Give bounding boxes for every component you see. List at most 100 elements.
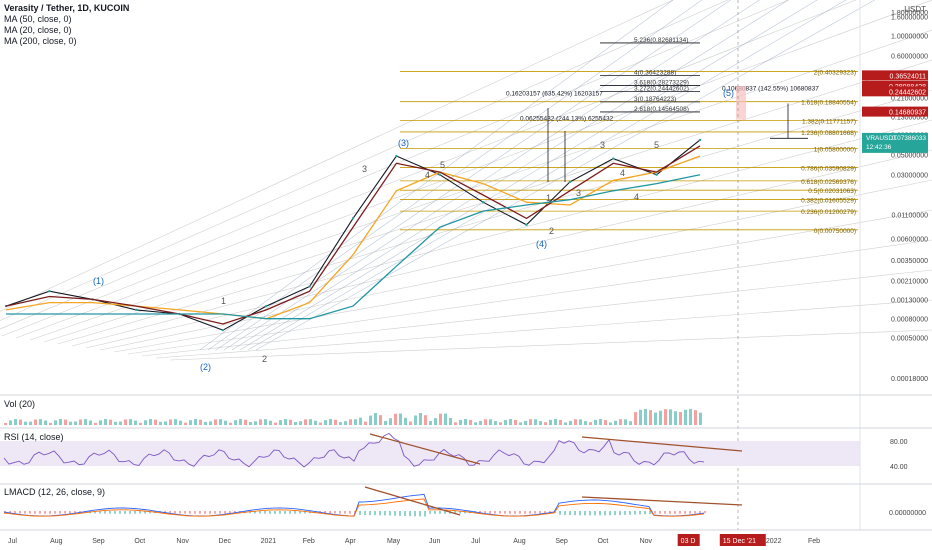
volume-bar (94, 422, 97, 425)
macd-hist-bar (414, 511, 416, 517)
price-axis-label: 0.00080000 (891, 317, 928, 324)
macd-hist-bar (364, 511, 366, 516)
fib-ext-label: 3(0.18764223) (634, 96, 676, 103)
volume-bar (489, 419, 492, 425)
volume-bar (444, 413, 447, 425)
macd-hist-bar (659, 511, 661, 514)
volume-bar (79, 419, 82, 425)
fib-level-label: 2(0.40329323) (814, 69, 856, 76)
time-axis-label: Aug (50, 538, 63, 545)
fib-level-label: 0.5(0.02031063) (808, 188, 856, 195)
volume-bar (469, 419, 472, 425)
fan-line (0, 0, 790, 330)
macd-hist-bar (389, 511, 391, 516)
macd-hist-bar (574, 511, 576, 516)
fib-ext-label: 3.272(0.24442602) (634, 85, 689, 92)
time-tag-box (719, 534, 766, 546)
macd-hist-bar (619, 511, 621, 516)
volume-bar (149, 419, 152, 425)
wave-label: 3 (362, 164, 367, 174)
macd-hist-bar (44, 511, 46, 514)
volume-bar (64, 419, 67, 425)
fan-line (43, 59, 932, 343)
volume-bar (69, 421, 72, 425)
volume-bar (354, 419, 357, 425)
volume-bar (409, 421, 412, 425)
time-axis-label: Sep (555, 538, 568, 545)
fib-level-label: 1.236(0.08801668) (801, 130, 856, 137)
fib-level-label: 0.382(0.01605529) (801, 198, 856, 205)
macd-hist-bar (99, 511, 101, 514)
fib-level-label: 1.618(0.18840554) (801, 100, 856, 107)
macd-hist-bar (599, 511, 601, 516)
macd-hist-bar (129, 511, 131, 514)
volume-bar (204, 421, 207, 425)
volume-bar (694, 410, 697, 425)
volume-bar (74, 421, 77, 425)
price-point (265, 304, 268, 308)
volume-bar (274, 422, 277, 425)
volume-bar (289, 419, 292, 425)
volume-bar (389, 418, 392, 425)
fib-ext-label: 2.618(0.14564508) (634, 106, 689, 113)
volume-bar (479, 420, 482, 425)
volume-bar (629, 421, 632, 425)
volume-bar (464, 419, 467, 425)
macd-hist-bar (394, 511, 396, 516)
volume-bar (99, 420, 102, 425)
volume-bar (304, 419, 307, 425)
price-axis-label: 0.01100000 (892, 213, 929, 220)
macd-hist-bar (369, 511, 371, 516)
macd-hist-bar (444, 511, 446, 514)
price-point (568, 180, 572, 184)
macd-hist-bar (604, 511, 606, 516)
volume-bar (89, 420, 92, 425)
macd-hist-bar (269, 511, 271, 514)
price-axis-label: 0.00600000 (891, 237, 928, 244)
fib-extension: 5.236(0.82681134) 4(0.36423288) 3.618(0.28… (506, 0, 819, 530)
macd-hist-bar (374, 511, 376, 516)
macd-trendline (364, 486, 461, 516)
projection-box (736, 85, 746, 120)
macd-hist-bar (314, 511, 316, 514)
volume-bar (529, 419, 532, 425)
macd-hist-bar (304, 511, 306, 514)
price-pane[interactable] (4, 138, 702, 332)
price-tag-box (862, 70, 928, 81)
chart-legend: Verasity / Tether, 1D, KUCOIN MA (50, cl… (4, 3, 129, 47)
macd-hist-bar (124, 511, 126, 514)
wave-label: 1 (221, 296, 226, 306)
volume-bar (549, 419, 552, 425)
macd-hist-bar (349, 511, 351, 514)
volume-bar (569, 420, 572, 425)
macd-hist-bar (339, 511, 341, 514)
macd-hist-bar (69, 511, 71, 514)
volume-bar (209, 421, 212, 425)
macd-hist-bar (544, 511, 546, 514)
macd-hist-bar (499, 511, 501, 514)
volume-bar (399, 413, 402, 425)
price-point (655, 173, 658, 176)
price-point (351, 217, 355, 220)
macd-hist-bar (114, 511, 116, 514)
fib-level-label: 1(0.05800000) (814, 147, 856, 154)
fib-level-label: 0.236(0.01200279) (801, 209, 856, 216)
volume-bar (634, 412, 637, 425)
price-axis-label: 1.80000000 (891, 10, 928, 17)
macd-hist-bar (674, 511, 676, 514)
macd-hist-bar (379, 511, 381, 516)
price-point (438, 173, 441, 176)
wave-label: 3 (600, 140, 605, 150)
time-axis-label: 2022 (766, 538, 782, 545)
price-point (48, 289, 51, 293)
macd-hist-bar (139, 511, 141, 514)
wave-label: 1 (546, 193, 551, 203)
volume-bar (294, 422, 297, 425)
volume-bar (244, 419, 247, 425)
volume-bar (574, 419, 577, 425)
volume-bar (249, 421, 252, 425)
volume-bar (134, 420, 137, 425)
measure-label: 0.16203157 (635.42%) 16203157 (506, 91, 603, 98)
